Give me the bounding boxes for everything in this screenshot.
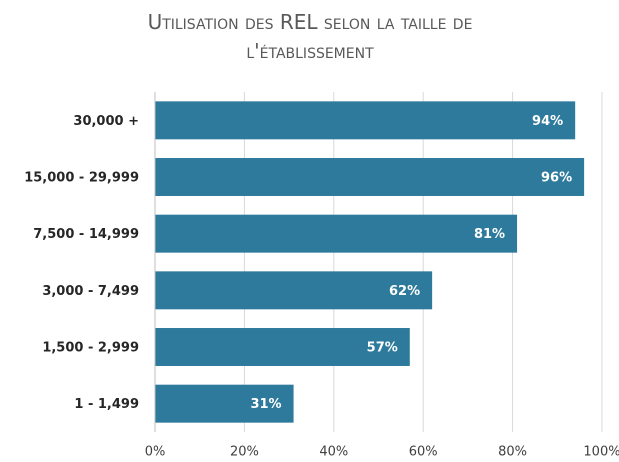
data-label: 94% bbox=[532, 114, 563, 129]
bar bbox=[155, 328, 410, 366]
data-label: 96% bbox=[541, 171, 572, 186]
x-tick-label: 20% bbox=[230, 445, 259, 460]
y-tick-label: 15,000 - 29,999 bbox=[24, 171, 139, 186]
x-tick-label: 0% bbox=[145, 445, 166, 460]
x-tick-label: 100% bbox=[583, 445, 619, 460]
bar bbox=[155, 271, 433, 310]
y-tick-label: 1 - 1,499 bbox=[74, 397, 139, 412]
chart-title: Utilisation des REL selon la taille de l… bbox=[147, 10, 473, 63]
y-tick-label: 1,500 - 2,999 bbox=[42, 341, 139, 356]
data-label: 31% bbox=[250, 397, 281, 412]
y-tick-label: 3,000 - 7,499 bbox=[42, 284, 139, 299]
y-tick-label: 7,500 - 14,999 bbox=[33, 227, 139, 242]
bar bbox=[155, 214, 518, 253]
data-label: 81% bbox=[474, 227, 505, 242]
x-tick-label: 80% bbox=[498, 445, 527, 460]
x-tick-label: 40% bbox=[319, 445, 348, 460]
bar bbox=[155, 101, 576, 140]
bar bbox=[155, 158, 585, 196]
y-tick-label: 30,000 + bbox=[73, 114, 139, 129]
x-tick-label: 60% bbox=[409, 445, 438, 460]
bar bbox=[155, 384, 294, 423]
data-label: 62% bbox=[389, 284, 420, 299]
data-label: 57% bbox=[367, 341, 398, 356]
